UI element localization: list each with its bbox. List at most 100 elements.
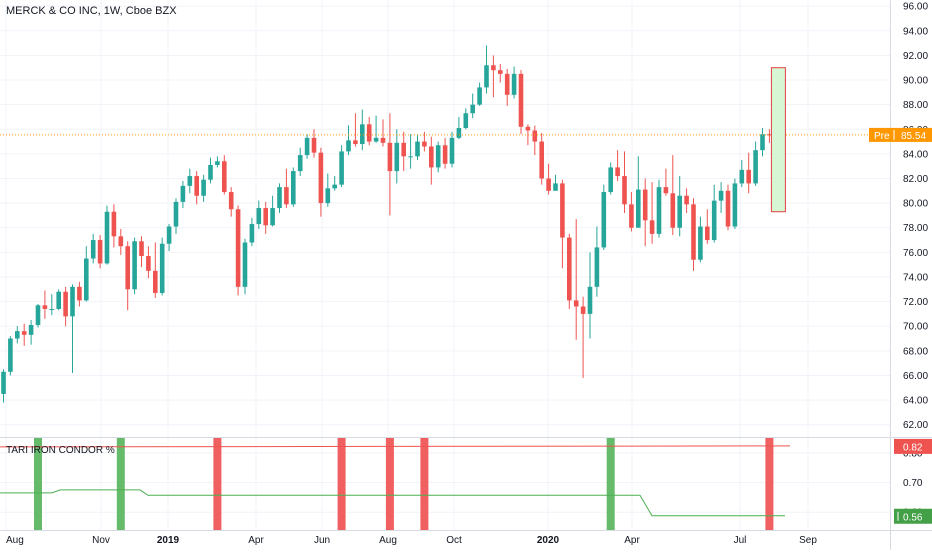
candle-body [77,286,82,301]
candle-body [580,306,586,314]
candle [449,131,455,168]
candle-body [429,146,434,168]
signal-bar-green [606,438,615,530]
signal-bar-green [34,438,42,530]
signal-bar-red [420,438,429,530]
upper-value-badge: 0.82 [894,438,932,454]
candle-body [21,331,27,335]
candle-body [208,164,213,180]
candle-body [463,113,469,129]
candle-body [194,176,199,196]
candle [553,174,558,191]
candle [380,119,386,147]
axes: 96.0094.0092.0090.0088.0086.0084.0082.00… [6,2,932,546]
candle-body [553,183,558,191]
candle-body [228,192,234,210]
candle-body [594,247,600,287]
candle [63,286,68,327]
candle-body [677,195,682,228]
candle [401,131,406,172]
candle [146,246,151,279]
candle [187,168,193,194]
candle [42,290,48,319]
candle-body [525,126,531,131]
candle-body [567,237,572,301]
x-tick-label: 2019 [157,535,180,546]
candle-body [636,189,641,228]
candle-body [8,338,13,372]
candle [297,147,303,177]
candle [339,145,344,188]
candle [656,179,662,238]
candle [35,304,41,328]
candle [249,217,255,247]
candle [15,326,20,344]
candle-body [284,187,289,205]
candle [242,238,248,295]
candle-body [263,208,268,226]
candle [739,160,745,188]
candle-body [511,73,517,95]
candle [442,137,448,169]
candle-body [270,208,275,226]
candle [325,173,331,207]
candle-body [608,167,613,193]
candle [263,201,268,234]
candle [456,116,462,140]
candle-body [311,137,317,153]
candle-body [366,124,372,142]
y-tick-label: 70.00 [903,322,928,333]
x-tick-label: Aug [379,535,397,546]
candle [642,178,648,247]
candle [194,171,199,205]
candle [711,184,717,243]
pre-price-badge: Pre 85.54 [869,127,932,142]
lower-level-line [0,489,785,517]
candle [670,155,676,236]
candle-body [28,324,34,335]
x-tick-label: Apr [624,535,640,546]
signal-bar-red [765,438,774,530]
y-tick-label: 88.00 [903,100,928,111]
candle-body [380,137,386,143]
x-tick-label: Aug [6,535,24,546]
candle [649,182,655,244]
x-tick-label: Apr [248,535,264,546]
y-tick-label: 84.00 [903,149,928,160]
candle-body [615,167,620,177]
candle-body [235,209,241,287]
candle [77,281,82,307]
candle-body [325,188,331,204]
candle [270,195,275,227]
candle [118,228,124,255]
candle [684,188,689,213]
candle-body [180,185,186,202]
candle-body [546,178,551,191]
candle-body [408,156,413,158]
candle [311,129,317,158]
candle-body [42,305,48,309]
candle-body [111,211,117,237]
candle-body [173,201,179,227]
y-tick-label: 80.00 [903,199,928,210]
candle [753,141,758,186]
candle-body [360,124,365,145]
candle [615,150,620,181]
candle-body [70,286,75,317]
candle [284,168,289,209]
candle [429,136,434,185]
candle-body [753,150,758,184]
candle [201,174,206,202]
candle-body [387,142,393,172]
candle-body [649,220,655,234]
pre-badge-bg [869,127,932,142]
upper-badge-bg [894,438,932,454]
candle [97,235,103,269]
candle [353,113,358,147]
candle-body [470,104,475,114]
candle [718,182,724,213]
candle-body [201,179,206,196]
candle [132,237,137,295]
